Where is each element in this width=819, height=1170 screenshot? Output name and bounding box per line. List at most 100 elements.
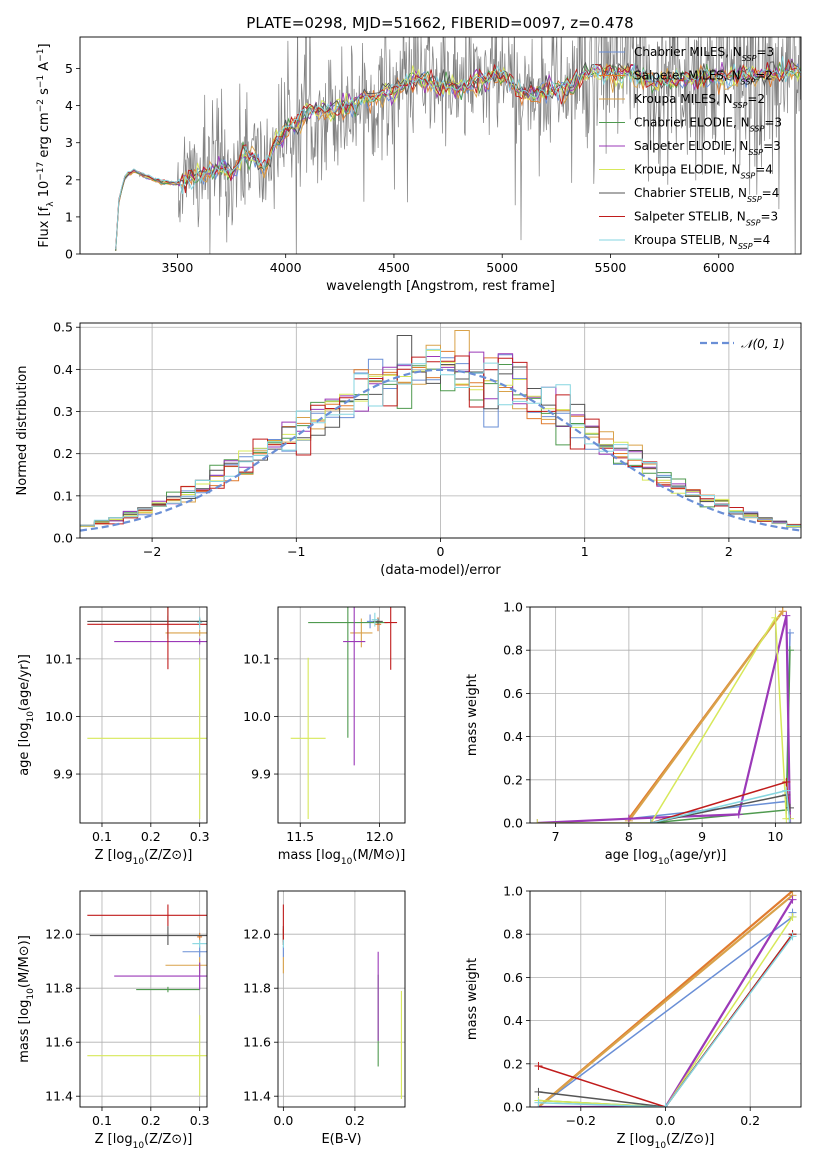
x-tick-label: −1	[287, 544, 305, 559]
label-subscript: 10	[341, 857, 353, 867]
x-tick-label: 11.5	[286, 829, 314, 844]
y-tick-label: 0.2	[503, 1056, 523, 1071]
errorbar-salpeter-elodie	[114, 962, 207, 990]
series-line-kroupa-miles	[628, 610, 784, 822]
legend-subscript: SSP	[750, 124, 765, 133]
mass-vs-metallicity-panel: 0.1 0.2 0.311.411.611.812.0Z [log10(Z/Z⊙)]…	[17, 890, 210, 1151]
legend-text: Kroupa MILES, N	[634, 92, 733, 106]
label-part: log	[113, 848, 133, 863]
x-axis-label: E(B-V)	[321, 1132, 361, 1147]
point-marker-kroupa-elodie	[771, 613, 780, 622]
point-marker-kroupa-elodie	[788, 912, 797, 921]
x-tick-label: 0.2	[141, 1113, 161, 1128]
label-part: A	[37, 62, 52, 75]
label-part: log	[113, 1132, 133, 1147]
legend-subscript: SSP	[747, 195, 762, 204]
errorbar-kroupa-elodie	[290, 657, 326, 819]
x-tick-label: −0.2	[566, 1113, 596, 1128]
y-axis-label: mass weight	[465, 958, 480, 1040]
legend-label-salpeter-stelib: Salpeter STELIB, NSSP=3	[634, 210, 778, 228]
y-axis-label: Flux [fλ 10−17 erg cm−2 s−1 A−1]	[36, 43, 56, 247]
y-tick-label: 0.4	[53, 362, 73, 377]
x-axis-label: (data-model)/error	[380, 563, 501, 578]
label-part: mass weight	[465, 674, 480, 756]
legend-label-chabrier-elodie: Chabrier ELODIE, NSSP=3	[634, 116, 782, 134]
axes-frame	[277, 606, 406, 824]
x-tick-label: 0.0	[273, 1113, 293, 1128]
x-tick-label: 12.0	[366, 829, 394, 844]
x-tick-label: 0.2	[740, 1113, 760, 1128]
y-tick-label: 0.4	[503, 729, 523, 744]
x-tick-label: 5000	[486, 260, 518, 275]
axes-frame	[529, 606, 802, 824]
legend-text: Chabrier STELIB, N	[634, 186, 747, 200]
label-part: log	[635, 1132, 655, 1147]
label-part: s	[37, 88, 52, 99]
legend-label-chabrier-miles: Chabrier MILES, NSSP=3	[634, 45, 774, 63]
y-tick-label: 0.0	[503, 816, 523, 831]
errorbar-chabrier-elodie	[308, 607, 388, 738]
model-spectrum-salpeter-stelib	[115, 58, 801, 249]
x-axis-label: Z [log10(Z/Z⊙)]	[617, 1132, 715, 1151]
legend-text: =4	[755, 163, 773, 177]
plot-area	[80, 330, 801, 532]
legend-label-kroupa-elodie: Kroupa ELODIE, NSSP=4	[634, 163, 773, 181]
legend-text: Chabrier MILES, N	[634, 45, 742, 59]
x-tick-label: −2	[143, 544, 161, 559]
legend-text: =4	[762, 186, 780, 200]
axes-frame	[79, 890, 208, 1108]
legend-text: =3	[763, 139, 781, 153]
y-tick-label: 11.6	[243, 1035, 271, 1050]
x-tick-label: 10	[767, 829, 783, 844]
axes-frame	[79, 36, 802, 255]
axes-frame	[277, 890, 406, 1108]
errorbar-kroupa-elodie	[87, 657, 207, 819]
legend-subscript: SSP	[742, 54, 757, 63]
errorbar-salpeter-elodie	[114, 638, 207, 645]
label-part: (M/M⊙)]	[17, 935, 32, 988]
series-line-kroupa-stelib	[538, 935, 794, 1107]
label-part: (age/yr)]	[669, 848, 726, 863]
errorbar-kroupa-stelib	[371, 612, 379, 627]
x-tick-label: 9	[698, 829, 706, 844]
errorbar-chabrier-elodie	[136, 986, 200, 993]
y-tick-label: 1	[65, 209, 73, 224]
point-marker-kroupa-miles	[778, 607, 787, 616]
legend-text: Salpeter MILES, N	[634, 69, 741, 83]
legend-text: Kroupa ELODIE, N	[634, 163, 741, 177]
plot-area	[115, 37, 801, 254]
label-part: log	[17, 1000, 32, 1020]
y-tick-label: 10.0	[243, 709, 271, 724]
legend-text: =4	[753, 233, 771, 247]
label-part: wavelength [Angstrom, rest frame]	[326, 279, 555, 294]
errorbar-salpeter-stelib	[87, 904, 207, 927]
point-marker-kroupa-elodie	[533, 819, 542, 823]
errorbar-chabrier-stelib	[89, 926, 207, 945]
legend-text: =3	[756, 45, 774, 59]
ticks: 11.5 12.0 9.9 10.0 10.1	[243, 651, 393, 844]
axes-frame	[79, 322, 802, 539]
label-part: log	[638, 848, 658, 863]
label-part: erg cm	[37, 112, 52, 161]
label-part: Z [	[617, 1132, 635, 1147]
label-subscript: 10	[26, 711, 36, 723]
y-tick-label: 0	[65, 247, 73, 262]
y-tick-label: 4	[65, 98, 73, 113]
y-tick-label: 10.1	[45, 651, 73, 666]
point-marker-kroupa-stelib	[788, 932, 797, 941]
legend-text: =2	[747, 92, 765, 106]
legend-text: Salpeter STELIB, N	[634, 210, 746, 224]
figure-title: PLATE=0298, MJD=51662, FIBERID=0097, z=0…	[246, 14, 633, 32]
label-part: (data-model)/error	[380, 563, 501, 578]
ticks: −2 −1 0 1 2 0.0 0.1 0.2 0.3 0.4 0.5	[53, 320, 733, 559]
y-tick-label: 11.8	[243, 981, 271, 996]
plot-area	[282, 904, 402, 1099]
y-tick-label: 0.6	[503, 686, 523, 701]
errorbar-salpeter-stelib	[87, 607, 207, 670]
ticks: 0.0 0.2 11.4 11.6 11.8 12.0	[243, 927, 365, 1128]
y-tick-label: 0.0	[53, 531, 73, 546]
y-tick-label: 0.8	[503, 927, 523, 942]
point-marker-chabrier-stelib	[786, 803, 795, 812]
